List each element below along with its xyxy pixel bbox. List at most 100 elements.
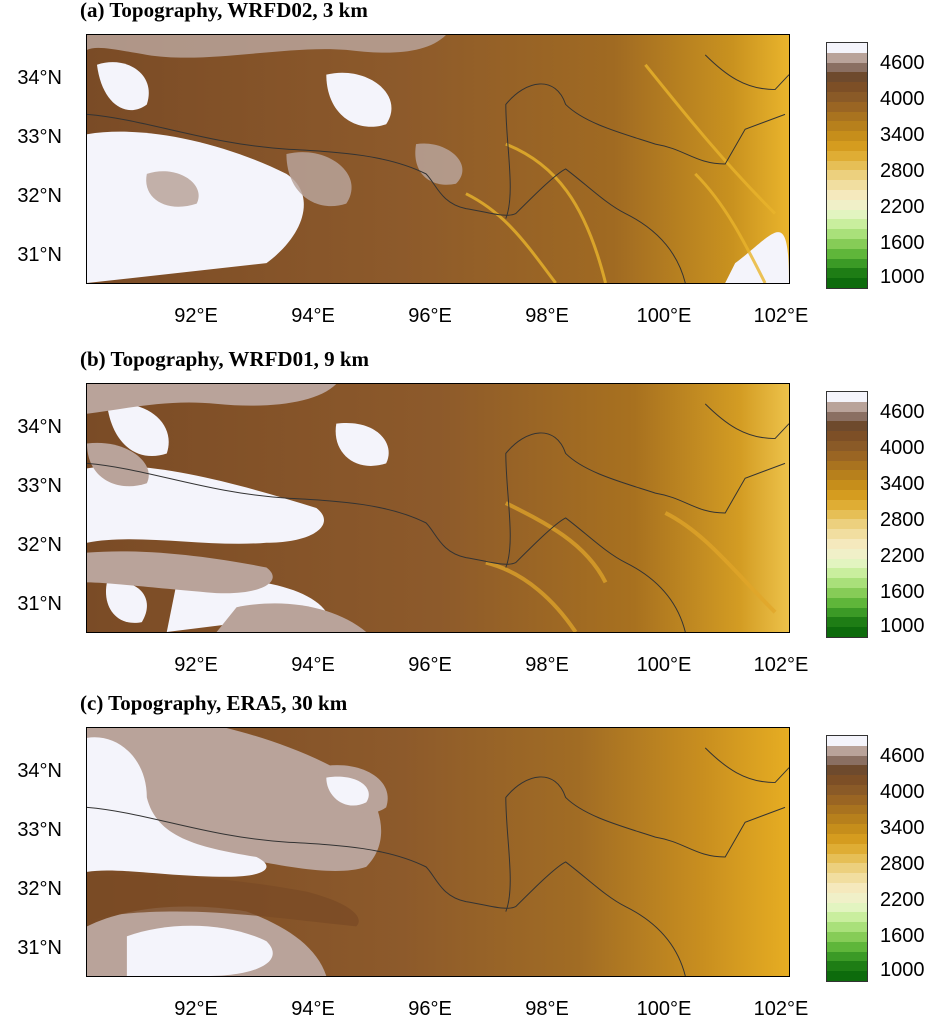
- colorbar-label: 2800: [880, 160, 925, 182]
- colorbar-segment: [827, 431, 867, 441]
- lon-label: 94°E: [291, 654, 335, 676]
- topography-map: [86, 727, 790, 977]
- lon-label: 96°E: [408, 654, 452, 676]
- colorbar-segment: [827, 784, 867, 795]
- colorbar-segment: [827, 597, 867, 608]
- colorbar-label: 1600: [880, 925, 925, 947]
- lat-label: 31°N: [17, 593, 62, 615]
- lon-label: 98°E: [525, 654, 569, 676]
- lat-label: 31°N: [17, 937, 62, 959]
- lat-label: 34°N: [17, 416, 62, 438]
- colorbar-segment: [827, 548, 867, 559]
- colorbar-label: 4600: [880, 401, 925, 423]
- colorbar-segment: [827, 971, 867, 981]
- colorbar: [826, 735, 868, 982]
- colorbar-segment: [827, 833, 867, 844]
- colorbar-label: 4000: [880, 88, 925, 110]
- colorbar-label: 2800: [880, 509, 925, 531]
- colorbar-segment: [827, 470, 867, 481]
- colorbar-segment: [827, 489, 867, 500]
- colorbar-segment: [827, 568, 867, 579]
- panel-b: (b) Topography, WRFD01, 9 km: [0, 347, 939, 689]
- lon-label: 100°E: [636, 305, 692, 327]
- colorbar-segment: [827, 902, 867, 913]
- colorbar-segment: [827, 587, 867, 598]
- colorbar-segment: [827, 931, 867, 942]
- high-terrain: [87, 35, 463, 207]
- lat-label: 33°N: [17, 475, 62, 497]
- colorbar-segment: [827, 82, 867, 92]
- colorbar-segment: [827, 529, 867, 539]
- colorbar-label: 2200: [880, 889, 925, 911]
- colorbar-segment: [827, 421, 867, 432]
- panel-c: (c) Topography, ERA5, 30 km: [0, 691, 939, 1033]
- colorbar-segment: [827, 578, 867, 588]
- topography-map: [86, 34, 790, 284]
- colorbar-segment: [827, 199, 867, 210]
- lat-label: 34°N: [17, 67, 62, 89]
- colorbar-segment: [827, 460, 867, 471]
- colorbar-segment: [827, 278, 867, 288]
- colorbar-segment: [827, 209, 867, 220]
- lon-label: 98°E: [525, 305, 569, 327]
- colorbar-label: 2200: [880, 196, 925, 218]
- colorbar-segment: [827, 268, 867, 279]
- terrain-layer: [87, 35, 789, 283]
- lon-label: 102°E: [753, 305, 809, 327]
- colorbar-segment: [827, 91, 867, 102]
- colorbar-segment: [827, 627, 867, 637]
- colorbar-segment: [827, 804, 867, 815]
- colorbar-segment: [827, 558, 867, 569]
- colorbar-label: 2800: [880, 853, 925, 875]
- snow-patches: [87, 737, 369, 976]
- colorbar-segment: [827, 131, 867, 141]
- lon-label: 94°E: [291, 305, 335, 327]
- colorbar-segment: [827, 765, 867, 776]
- colorbar-segment: [827, 892, 867, 903]
- lon-label: 94°E: [291, 998, 335, 1020]
- colorbar-segment: [827, 219, 867, 230]
- lon-label: 100°E: [636, 654, 692, 676]
- colorbar-segment: [827, 912, 867, 923]
- colorbar-segment: [827, 538, 867, 549]
- lon-label: 102°E: [753, 654, 809, 676]
- colorbar-segment: [827, 150, 867, 161]
- colorbar-segment: [827, 509, 867, 520]
- colorbar-segment: [827, 450, 867, 461]
- colorbar-segment: [827, 843, 867, 854]
- lon-label: 92°E: [174, 998, 218, 1020]
- boundaries: [87, 747, 789, 976]
- colorbar-segment: [827, 873, 867, 883]
- panel-title: (b) Topography, WRFD01, 9 km: [80, 347, 370, 371]
- colorbar-segment: [827, 882, 867, 893]
- colorbar-segment: [827, 248, 867, 259]
- colorbar-segment: [827, 824, 867, 834]
- colorbar-segment: [827, 43, 867, 53]
- lon-label: 102°E: [753, 998, 809, 1020]
- colorbar: [826, 42, 868, 289]
- colorbar-segment: [827, 775, 867, 785]
- colorbar-label: 1000: [880, 615, 925, 637]
- lat-label: 33°N: [17, 819, 62, 841]
- lat-label: 32°N: [17, 185, 62, 207]
- colorbar-segment: [827, 229, 867, 239]
- colorbar-segment: [827, 755, 867, 766]
- colorbar-label: 2200: [880, 545, 925, 567]
- colorbar-segment: [827, 160, 867, 171]
- colorbar-label: 3400: [880, 124, 925, 146]
- colorbar-segment: [827, 607, 867, 618]
- lon-label: 92°E: [174, 654, 218, 676]
- colorbar-segment: [827, 922, 867, 932]
- terrain-layer: [87, 728, 789, 976]
- colorbar-segment: [827, 72, 867, 83]
- colorbar-segment: [827, 62, 867, 73]
- boundaries: [87, 403, 789, 632]
- colorbar-label: 4600: [880, 52, 925, 74]
- panel-title: (c) Topography, ERA5, 30 km: [80, 691, 348, 715]
- colorbar-segment: [827, 258, 867, 269]
- colorbar-segment: [827, 736, 867, 746]
- colorbar-segment: [827, 238, 867, 249]
- colorbar-label: 1000: [880, 266, 925, 288]
- colorbar-segment: [827, 853, 867, 864]
- colorbar-label: 3400: [880, 473, 925, 495]
